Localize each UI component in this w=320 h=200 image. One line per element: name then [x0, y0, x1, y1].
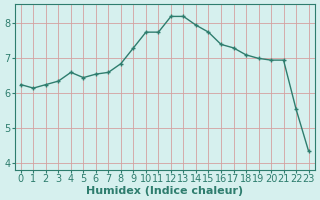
- X-axis label: Humidex (Indice chaleur): Humidex (Indice chaleur): [86, 186, 243, 196]
